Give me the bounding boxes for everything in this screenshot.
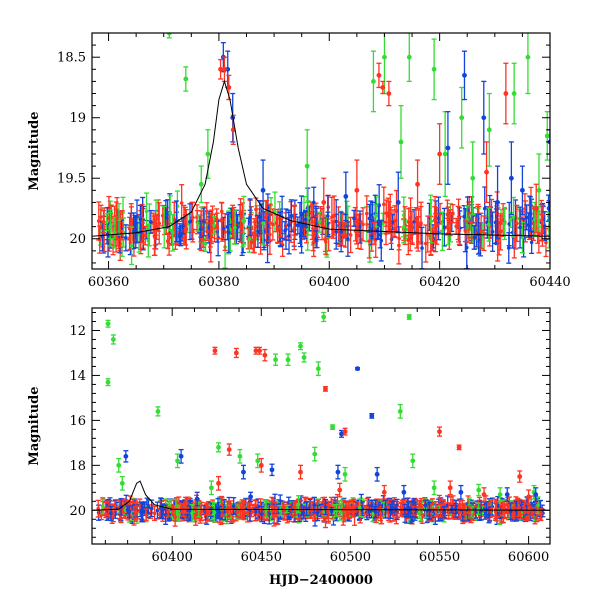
bottom-x-tick-label: 60500 [330, 550, 371, 565]
bottom-red-point [323, 387, 328, 392]
top-x-tick-label: 60380 [198, 275, 239, 290]
bottom-x-tick-label: 60600 [508, 550, 549, 565]
bottom-y-axis-label: Magnitude [27, 386, 42, 465]
bottom-y-tick-label: 12 [69, 324, 86, 339]
bottom-blue-point [355, 366, 360, 371]
top-y-tick-label: 19.5 [57, 172, 86, 187]
bottom-y-tick-label: 20 [69, 504, 86, 519]
bottom-green-point [330, 425, 335, 430]
top-x-tick-label: 60360 [88, 275, 129, 290]
bottom-green-point [407, 315, 412, 320]
top-y-axis-label: Magnitude [27, 111, 42, 190]
bottom-x-tick-label: 60550 [419, 550, 460, 565]
bottom-y-tick-label: 16 [69, 414, 86, 429]
bottom-blue-point [369, 413, 374, 418]
top-x-tick-label: 60400 [309, 275, 350, 290]
bottom-red-point [457, 445, 462, 450]
top-y-tick-label: 18.5 [57, 51, 86, 66]
bottom-y-tick-label: 14 [69, 369, 86, 384]
bottom-x-axis-label: HJD−2400000 [269, 573, 373, 588]
bottom-x-tick-label: 60400 [152, 550, 193, 565]
top-x-tick-label: 60440 [529, 275, 570, 290]
top-x-tick-label: 60420 [419, 275, 460, 290]
top-y-tick-label: 19 [69, 111, 86, 126]
top-y-tick-label: 20 [69, 232, 86, 247]
bottom-x-tick-label: 60450 [241, 550, 282, 565]
bottom-y-tick-label: 18 [69, 459, 86, 474]
